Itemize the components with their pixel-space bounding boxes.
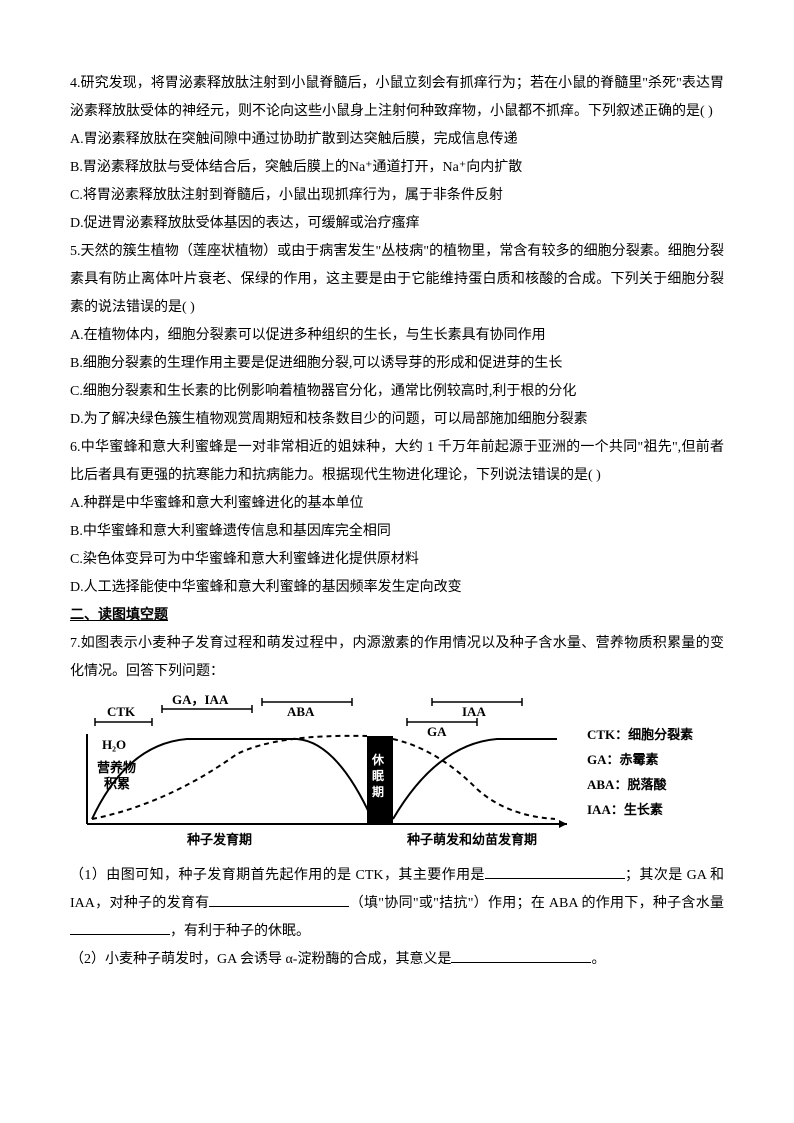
legend-ctk: CTK：细胞分裂素 [587, 727, 693, 742]
label-h2o: H₂O [102, 737, 126, 752]
q5-option-a: A.在植物体内，细胞分裂素可以促进多种组织的生长，与生长素具有协同作用 [70, 322, 724, 350]
label-ga: GA [427, 724, 447, 739]
q7-sub1: （1）由图可知，种子发育期首先起作用的是 CTK，其主要作用是；其次是 GA 和… [70, 862, 724, 946]
q6-option-c: C.染色体变异可为中华蜜蜂和意大利蜜蜂进化提供原材料 [70, 546, 724, 574]
blank-4[interactable] [451, 946, 591, 963]
q4-option-d: D.促进胃泌素释放肽受体基因的表达，可缓解或治疗瘙痒 [70, 210, 724, 238]
q7-sub1d-text: ，有利于种子的休眠。 [170, 924, 310, 939]
q5-option-d: D.为了解决绿色簇生植物观赏周期短和枝条数目少的问题，可以局部施加细胞分裂素 [70, 406, 724, 434]
q6-option-d: D.人工选择能使中华蜜蜂和意大利蜜蜂的基因频率发生定向改变 [70, 574, 724, 602]
label-iaa: IAA [462, 704, 486, 719]
q6-option-b: B.中华蜜蜂和意大利蜜蜂遗传信息和基因库完全相同 [70, 518, 724, 546]
blank-2[interactable] [209, 890, 349, 907]
q4-option-a: A.胃泌素释放肽在突触间隙中通过协助扩散到达突触后膜，完成信息传递 [70, 126, 724, 154]
q7-sub1a-text: （1）由图可知，种子发育期首先起作用的是 CTK，其主要作用是 [70, 868, 485, 883]
q4-option-b: B.胃泌素释放肽与受体结合后，突触后膜上的Na⁺通道打开，Na⁺向内扩散 [70, 154, 724, 182]
blank-3[interactable] [70, 918, 170, 935]
blank-1[interactable] [485, 862, 625, 879]
diagram-svg: CTK GA，IAA ABA IAA GA H₂O [77, 694, 717, 854]
q4-stem: 4.研究发现，将胃泌素释放肽注射到小鼠脊髓后，小鼠立刻会有抓痒行为；若在小鼠的脊… [70, 70, 724, 126]
label-aba: ABA [287, 704, 315, 719]
legend-ga: GA：赤霉素 [587, 752, 659, 767]
q4-option-c: C.将胃泌素释放肽注射到脊髓后，小鼠出现抓痒行为，属于非条件反射 [70, 182, 724, 210]
q5-option-c: C.细胞分裂素和生长素的比例影响着植物器官分化，通常比例较高时,利于根的分化 [70, 378, 724, 406]
q5-option-b: B.细胞分裂素的生理作用主要是促进细胞分裂,可以诱导芽的形成和促进芽的生长 [70, 350, 724, 378]
svg-text:休: 休 [371, 752, 385, 767]
label-nutrient-1: 营养物 [97, 760, 136, 775]
svg-text:期: 期 [372, 784, 384, 799]
q7-stem: 7.如图表示小麦种子发育过程和萌发过程中，内源激素的作用情况以及种子含水量、营养… [70, 630, 724, 686]
phase1-label: 种子发育期 [186, 832, 252, 847]
q7-sub2b-text: 。 [591, 952, 605, 967]
phase2-label: 种子萌发和幼苗发育期 [406, 832, 537, 847]
legend-aba: ABA：脱落酸 [587, 777, 667, 792]
hormone-diagram-container: CTK GA，IAA ABA IAA GA H₂O [70, 694, 724, 854]
label-ctk: CTK [107, 704, 136, 719]
q6-option-a: A.种群是中华蜜蜂和意大利蜜蜂进化的基本单位 [70, 490, 724, 518]
q5-stem: 5.天然的簇生植物（莲座状植物）或由于病害发生"丛枝病"的植物里，常含有较多的细… [70, 238, 724, 322]
q6-stem: 6.中华蜜蜂和意大利蜜蜂是一对非常相近的姐妹种，大约 1 千万年前起源于亚洲的一… [70, 434, 724, 490]
hormone-diagram: CTK GA，IAA ABA IAA GA H₂O [77, 694, 717, 854]
svg-text:眠: 眠 [372, 769, 384, 783]
legend-iaa: IAA：生长素 [587, 802, 663, 817]
q7-sub2a-text: （2）小麦种子萌发时，GA 会诱导 α-淀粉酶的合成，其意义是 [70, 952, 451, 967]
label-ga-iaa: GA，IAA [172, 694, 229, 707]
section2-header: 二、读图填空题 [70, 602, 724, 630]
q7-sub2: （2）小麦种子萌发时，GA 会诱导 α-淀粉酶的合成，其意义是 。 [70, 946, 724, 974]
label-nutrient-2: 积累 [104, 776, 130, 791]
q7-sub1c-text: （填"协同"或"拮抗"）作用；在 ABA 的作用下，种子含水量 [349, 896, 724, 911]
